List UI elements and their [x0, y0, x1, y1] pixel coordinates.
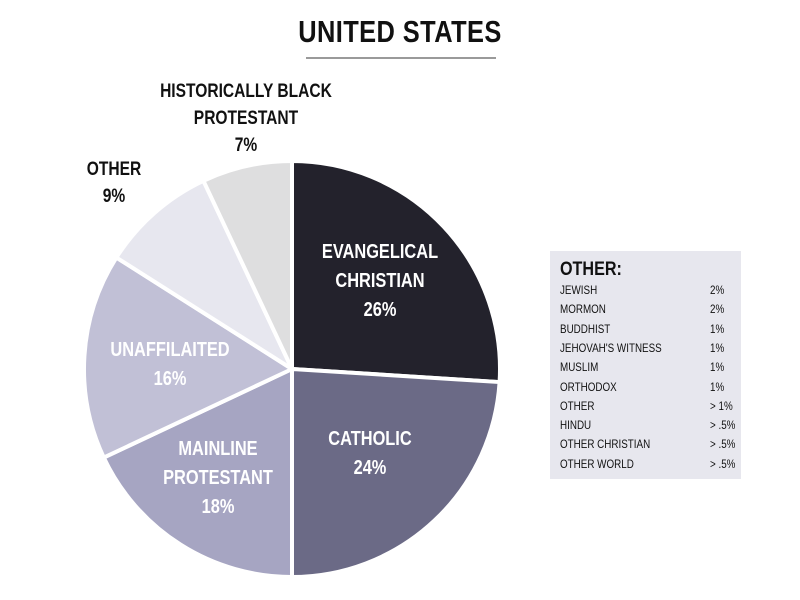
slice-category-label-0: CHRISTIAN	[335, 268, 424, 291]
other-breakdown-name: OTHER	[560, 398, 595, 413]
other-breakdown-row: JEWISH 2%	[560, 281, 735, 300]
pie-slice-4	[114, 178, 294, 371]
other-breakdown-name: MUSLIM	[560, 360, 599, 375]
slice-value-label-5: 7%	[235, 134, 258, 156]
slice-category-label-0: EVANGELICAL	[322, 239, 438, 262]
other-breakdown-value: 1%	[710, 360, 725, 375]
other-breakdown-row: MUSLIM 1%	[560, 358, 735, 377]
other-breakdown-name: OTHER WORLD	[560, 456, 634, 471]
other-breakdown-row: OTHER CHRISTIAN > .5%	[560, 435, 735, 454]
slice-category-label-2: MAINLINE	[178, 436, 257, 459]
other-breakdown-name: JEWISH	[560, 283, 598, 297]
other-breakdown-value: > .5%	[710, 456, 736, 471]
other-breakdown-title: OTHER:	[560, 259, 622, 280]
pie-slice-2	[101, 367, 294, 579]
slice-category-label-4: OTHER	[87, 158, 142, 180]
other-breakdown-row: BUDDHIST 1%	[560, 320, 735, 339]
other-breakdown-name: HINDU	[560, 418, 592, 433]
pie-slice-1	[290, 367, 502, 579]
title-underline	[306, 57, 496, 59]
slice-category-label-1: CATHOLIC	[328, 426, 411, 449]
slice-category-label-2: PROTESTANT	[163, 465, 273, 488]
other-breakdown-value: > .5%	[710, 418, 736, 433]
other-breakdown-row: MORMON 2%	[560, 300, 735, 319]
slice-category-label-3: UNAFFILAITED	[110, 337, 229, 360]
other-breakdown-row: JEHOVAH'S WITNESS 1%	[560, 339, 735, 358]
pie-slice-5	[201, 159, 294, 371]
other-breakdown-name: ORTHODOX	[560, 379, 617, 394]
other-breakdown-name: OTHER CHRISTIAN	[560, 437, 651, 452]
slice-value-label-2: 18%	[202, 494, 235, 517]
chart-title: UNITED STATES	[298, 14, 502, 49]
other-breakdown-panel: OTHER: JEWISH 2% MORMON 2% BUDDHIST 1% JEHOVAH…	[550, 251, 741, 479]
other-breakdown-row: ORTHODOX 1%	[560, 378, 735, 397]
other-breakdown-value: 1%	[710, 321, 725, 336]
other-breakdown-name: MORMON	[560, 302, 606, 317]
other-breakdown-value: 2%	[710, 283, 725, 297]
other-breakdown-name: JEHOVAH'S WITNESS	[560, 340, 662, 355]
other-breakdown-value: 2%	[710, 302, 725, 317]
other-breakdown-value: > 1%	[710, 398, 733, 413]
pie-slice-0	[290, 159, 502, 385]
slice-value-label-3: 16%	[154, 366, 187, 389]
pie-slice-3	[82, 255, 294, 460]
slice-value-label-4: 9%	[103, 185, 126, 207]
other-breakdown-value: 1%	[710, 340, 725, 355]
slice-value-label-0: 26%	[364, 297, 397, 320]
slice-value-label-1: 24%	[354, 455, 387, 478]
other-breakdown-row: OTHER WORLD > .5%	[560, 455, 735, 474]
other-breakdown-row: HINDU > .5%	[560, 416, 735, 435]
other-breakdown-name: BUDDHIST	[560, 321, 611, 336]
slice-category-label-5: PROTESTANT	[194, 107, 299, 129]
other-breakdown-value: > .5%	[710, 437, 736, 452]
slice-category-label-5: HISTORICALLY BLACK	[160, 80, 332, 102]
other-breakdown-row: OTHER > 1%	[560, 397, 735, 416]
other-breakdown-value: 1%	[710, 379, 725, 394]
